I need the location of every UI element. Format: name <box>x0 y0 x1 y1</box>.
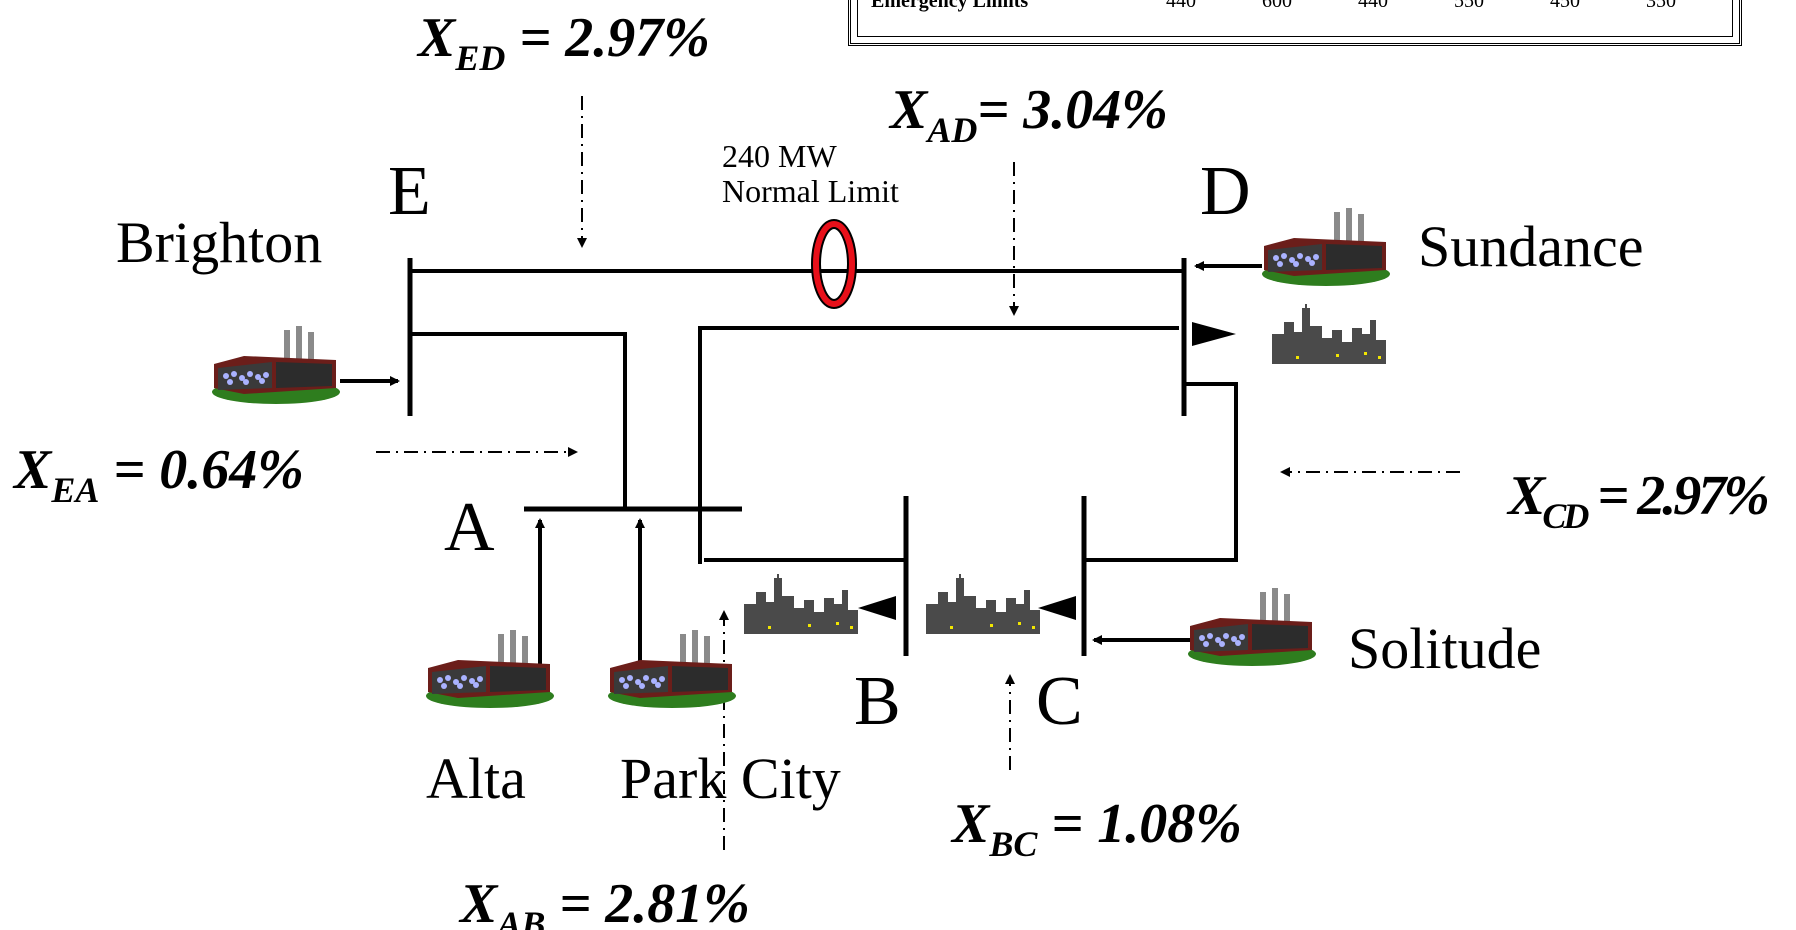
reactance-ed-value: = 2.97% <box>505 7 710 69</box>
alta-label: Alta <box>426 746 526 811</box>
load-arrows <box>858 322 1236 620</box>
reactance-ea-value: = 0.64% <box>99 439 304 501</box>
alta-plant-icon <box>426 630 554 708</box>
reactance-bc-sub: BC <box>988 824 1038 864</box>
reactance-ab-label: XAB = 2.81% <box>458 873 750 930</box>
limit-note-text: Normal Limit <box>722 173 899 209</box>
brighton-label: Brighton <box>116 210 322 275</box>
limit-value-6: 350 <box>1646 0 1676 12</box>
sundance-plant-icon <box>1262 208 1390 286</box>
reactance-ab-sub: AB <box>495 904 545 930</box>
line-e-a <box>410 332 627 509</box>
park-city-plant-icon <box>608 630 736 708</box>
limit-value-5: 450 <box>1550 0 1580 12</box>
reactance-ea-label: XEA = 0.64% <box>12 439 304 510</box>
injection-arrows <box>340 261 1262 676</box>
reactance-bc-value: = 1.08% <box>1037 793 1242 855</box>
reactance-ed-label: XED = 2.97% <box>416 7 710 78</box>
line-a-d <box>698 326 1179 564</box>
solitude-plant-icon <box>1188 588 1316 666</box>
d-load-arrow <box>1192 322 1236 346</box>
b-load-arrow <box>858 596 896 620</box>
transmission-lines <box>410 269 1238 564</box>
reactance-cd-label: XCD = 2.97% <box>1506 465 1767 536</box>
sundance-label: Sundance <box>1418 214 1644 279</box>
bus-c-label: C <box>1036 663 1083 740</box>
limit-value-2: 600 <box>1262 0 1292 12</box>
reactance-ad-label: XAD= 3.04% <box>888 79 1168 150</box>
reactance-ad-sub: AD <box>925 110 977 150</box>
solitude-label: Solitude <box>1348 616 1541 681</box>
bus-a-label: A <box>444 489 495 566</box>
line-c-d <box>1084 382 1238 562</box>
bus-d-label: D <box>1200 153 1251 230</box>
park-city-label: Park City <box>620 746 841 811</box>
limit-value-3: 440 <box>1358 0 1388 12</box>
brighton-plant-icon <box>212 326 340 404</box>
limit-value-4: 550 <box>1454 0 1484 12</box>
reactance-ab-value: = 2.81% <box>545 873 750 930</box>
reactance-ad-value: = 3.04% <box>977 79 1168 141</box>
bus-c-load-icon <box>926 574 1040 634</box>
reactance-ed-sub: ED <box>454 38 505 78</box>
reactance-pointers <box>376 96 1460 850</box>
overload-ring-icon <box>811 219 857 309</box>
reactance-cd-sub: CD <box>1542 496 1589 536</box>
emergency-limits-row: Emergency Limits 440 600 440 550 450 350 <box>871 0 1731 12</box>
bus-d-load-icon <box>1272 304 1386 364</box>
limit-note-mw: 240 MW <box>722 138 837 174</box>
reactance-ea-sub: EA <box>50 470 99 510</box>
bus-e-label: E <box>388 153 431 230</box>
bus-bars <box>407 258 1187 656</box>
emergency-limits-label: Emergency Limits <box>871 0 1029 12</box>
reactance-bc-label: XBC = 1.08% <box>950 793 1242 864</box>
limit-value-1: 440 <box>1166 0 1196 12</box>
c-load-arrow <box>1038 596 1076 620</box>
limits-table: Emergency Limits 440 600 440 550 450 350 <box>848 0 1742 46</box>
reactance-cd-value: = 2.97% <box>1586 465 1767 527</box>
bus-b-load-icon <box>744 574 858 634</box>
bus-b-label: B <box>854 663 901 740</box>
